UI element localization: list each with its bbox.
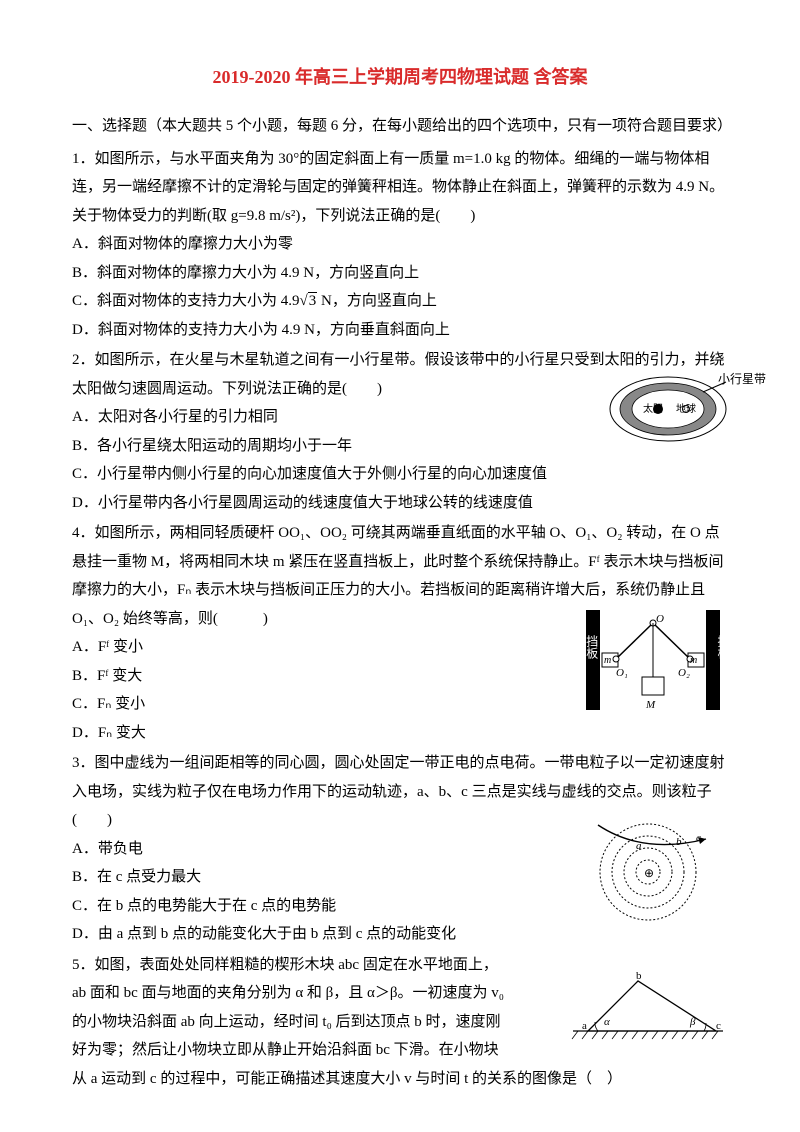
q2-label-sun: 太阳: [643, 400, 663, 419]
q4-label-board-r: 挡板: [711, 635, 734, 659]
question-2: 2．如图所示，在火星与木星轨道之间有一小行星带。假设该带中的小行星只受到太阳的引…: [72, 346, 728, 517]
svg-text:b: b: [636, 970, 642, 982]
q5-diagram: a b c α β: [568, 969, 728, 1049]
q2-label-belt: 小行星带: [718, 368, 766, 391]
sqrt-icon: 3: [300, 287, 318, 316]
q4-label-m2: m: [690, 651, 697, 670]
section-intro: 一、选择题（本大题共 5 个小题，每题 6 分，在每小题给出的四个选项中，只有一…: [72, 112, 728, 141]
q4-label-o1: O₁: [616, 663, 628, 684]
q4-label-o2: O₂: [678, 663, 690, 684]
svg-text:c: c: [716, 1020, 721, 1032]
question-3: 3．图中虚线为一组间距相等的同心圆，圆心处固定一带正电的点电荷。一带电粒子以一定…: [72, 749, 728, 949]
q1-c-pre: C．斜面对物体的支持力大小为 4.9: [72, 293, 300, 309]
svg-text:a: a: [582, 1020, 587, 1032]
q2-label-earth: 地球: [676, 400, 696, 419]
svg-text:β: β: [689, 1016, 696, 1028]
q2-option-d: D．小行星带内各小行星圆周运动的线速度值大于地球公转的线速度值: [72, 489, 728, 518]
q1-c-post: N，方向竖直向上: [317, 293, 437, 309]
q4-label-M: M: [646, 695, 655, 716]
q1-option-b: B．斜面对物体的摩擦力大小为 4.9 N，方向竖直向上: [72, 259, 728, 288]
q4-label-o: O: [656, 609, 664, 630]
svg-text:a: a: [636, 840, 642, 852]
q5-line5: 从 a 运动到 c 的过程中，可能正确描述其速度大小 v 与时间 t 的关系的图…: [72, 1065, 728, 1094]
q1-option-d: D．斜面对物体的支持力大小为 4.9 N，方向垂直斜面向上: [72, 316, 728, 345]
question-4: 4．如图所示，两相同轻质硬杆 OO₁、OO₂ 可绕其两端垂直纸面的水平轴 O、O…: [72, 519, 728, 747]
q4-option-d: D．Fₙ 变大: [72, 719, 728, 748]
q2-option-c: C．小行星带内侧小行星的向心加速度值大于外侧小行星的向心加速度值: [72, 460, 728, 489]
q1-option-c: C．斜面对物体的支持力大小为 4.9 3 N，方向竖直向上: [72, 287, 728, 316]
q1-c-sqrt: 3: [308, 292, 318, 309]
svg-text:α: α: [604, 1016, 610, 1028]
q1-option-a: A．斜面对物体的摩擦力大小为零: [72, 230, 728, 259]
q3-diagram: ⊕ a b c: [588, 807, 718, 927]
svg-text:⊕: ⊕: [644, 866, 654, 880]
page-title: 2019-2020 年高三上学期周考四物理试题 含答案: [72, 60, 728, 94]
q4-diagram: 挡板 挡板 O O₁ O₂ M m m: [578, 605, 728, 715]
q4-label-m1: m: [604, 651, 611, 670]
question-5: 5．如图，表面处处同样粗糙的楔形木块 abc 固定在水平地面上， ab 面和 b…: [72, 951, 728, 1094]
q4-label-board-l: 挡板: [580, 635, 603, 659]
svg-text:b: b: [676, 836, 682, 848]
q1-stem: 1．如图所示，与水平面夹角为 30°的固定斜面上有一质量 m=1.0 kg 的物…: [72, 145, 728, 231]
question-1: 1．如图所示，与水平面夹角为 30°的固定斜面上有一质量 m=1.0 kg 的物…: [72, 145, 728, 345]
svg-text:c: c: [696, 832, 701, 844]
q2-diagram: 小行星带 太阳 地球: [608, 374, 758, 444]
